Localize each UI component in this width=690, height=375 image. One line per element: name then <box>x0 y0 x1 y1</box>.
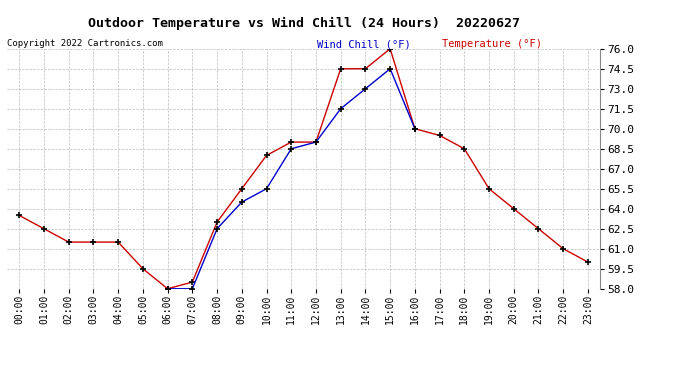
Text: Temperature (°F): Temperature (°F) <box>442 39 542 50</box>
Text: Wind Chill (°F): Wind Chill (°F) <box>317 39 411 50</box>
Text: Outdoor Temperature vs Wind Chill (24 Hours)  20220627: Outdoor Temperature vs Wind Chill (24 Ho… <box>88 17 520 30</box>
Text: Copyright 2022 Cartronics.com: Copyright 2022 Cartronics.com <box>7 39 163 48</box>
